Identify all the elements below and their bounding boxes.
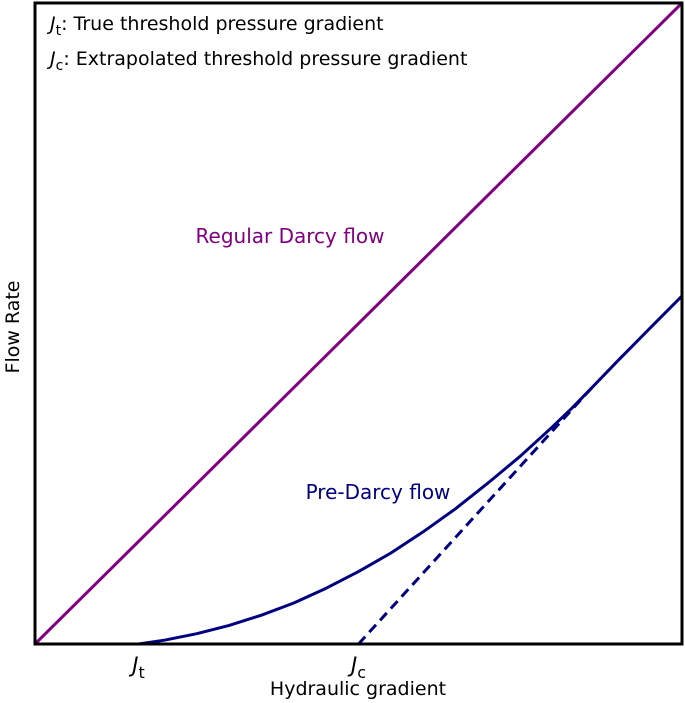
x-tick-label: Jt <box>128 653 144 682</box>
x-tick-sub: t <box>138 663 144 682</box>
x-tick-symbol: J <box>347 653 357 677</box>
series-label-regular-darcy: Regular Darcy flow <box>196 224 385 248</box>
series-line-extrapolation <box>357 387 593 646</box>
legend-entry: Jt: True threshold pressure gradient <box>46 13 384 39</box>
legend-entry-sub: t <box>56 23 62 39</box>
x-tick-sub: c <box>357 663 366 682</box>
series-lines <box>33 1 684 646</box>
legend-entry-text: : Extrapolated threshold pressure gradie… <box>63 48 467 70</box>
legend-entry-symbol: J <box>46 48 56 70</box>
legend-entry-text: : True threshold pressure gradient <box>61 13 384 35</box>
series-label-pre-darcy: Pre-Darcy flow <box>306 480 451 504</box>
x-ticks: Jt Jc <box>128 653 366 682</box>
legend-entry-sub: c <box>56 58 64 74</box>
plot-frame <box>33 1 684 646</box>
y-axis-label: Flow Rate <box>2 281 24 374</box>
legend: Jt: True threshold pressure gradient Jc:… <box>46 13 467 74</box>
legend-entry-symbol: J <box>46 13 56 35</box>
x-tick-label: Jc <box>347 653 366 682</box>
x-tick-symbol: J <box>128 653 138 677</box>
series-line-regular-darcy <box>33 1 684 646</box>
x-axis-label: Hydraulic gradient <box>270 678 446 700</box>
series-line-pre-darcy <box>138 294 684 646</box>
legend-entry: Jc: Extrapolated threshold pressure grad… <box>46 48 467 74</box>
